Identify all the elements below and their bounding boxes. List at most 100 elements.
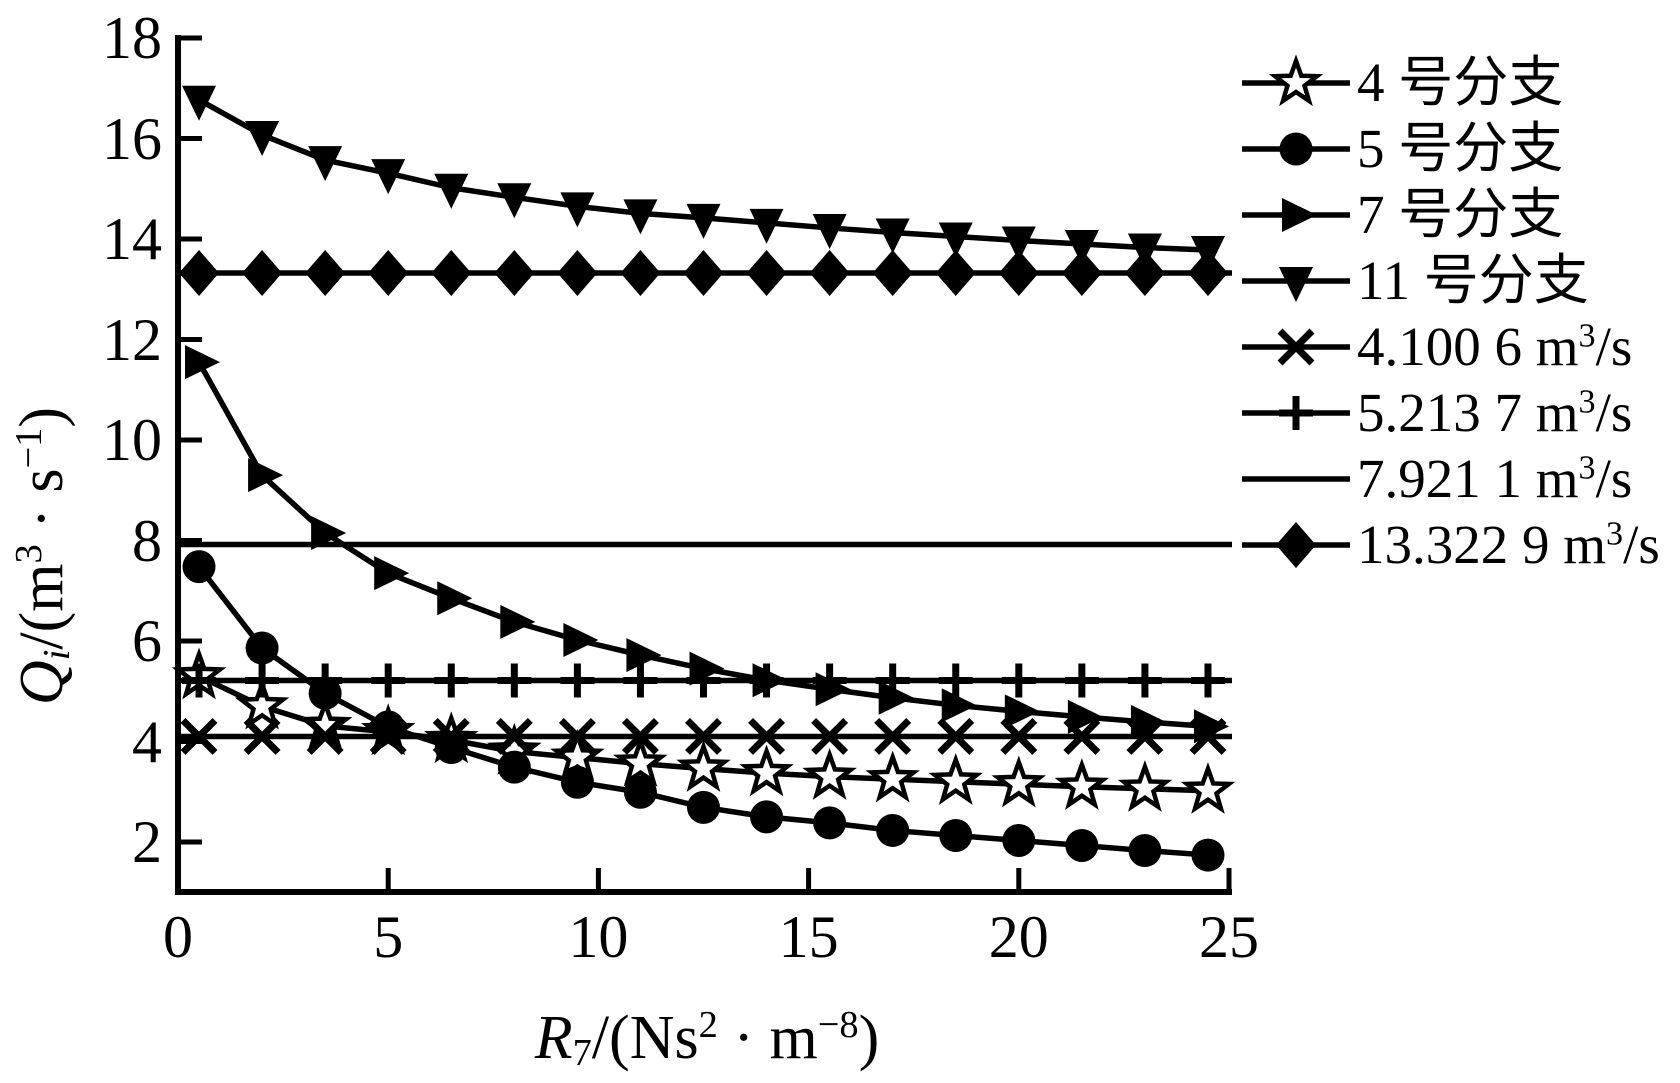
text-segment: 7 号分支 [1357, 184, 1564, 245]
x-marker [1277, 328, 1315, 366]
legend-item-3: 7 号分支 [1240, 182, 1660, 248]
series-6 [180, 663, 1232, 698]
x-tick-label: 15 [778, 904, 839, 970]
diamond-marker [935, 250, 976, 297]
legend-sample-circle-filled [1242, 132, 1350, 166]
text-segment: 4 号分支 [1357, 52, 1564, 113]
triangle-down-marker [1064, 230, 1099, 266]
legend-sample-x [1242, 328, 1350, 366]
x-marker [306, 717, 344, 755]
y-tick-label: 8 [132, 507, 162, 574]
plus-marker [1064, 663, 1099, 698]
diamond-marker [368, 250, 409, 297]
text-segment: · [717, 1004, 770, 1072]
star-marker [1268, 54, 1324, 107]
x-marker [874, 717, 912, 755]
y-tick-label: 14 [102, 206, 162, 272]
text-segment: 7 [572, 1031, 592, 1074]
star-marker [928, 753, 983, 805]
triangle-right-marker [626, 638, 662, 673]
triangle-right-marker [1004, 694, 1040, 729]
star-marker [613, 734, 668, 787]
diamond-marker [998, 250, 1039, 297]
circle-marker [750, 800, 784, 834]
y-tick-label: 18 [102, 5, 162, 71]
text-segment: /s [1595, 448, 1633, 509]
legend-label: 5 号分支 [1357, 116, 1563, 182]
text-segment: −8 [817, 1003, 859, 1046]
text-segment: 3 [1578, 383, 1596, 421]
x-marker [685, 717, 722, 755]
text-segment: /s [1595, 316, 1633, 377]
text-segment: /(Ns [591, 1004, 699, 1072]
circle-marker [1279, 132, 1313, 166]
y-tick-label: 4 [132, 708, 162, 775]
legend-sample-triangle-down-filled [1242, 267, 1350, 302]
text-segment: 3 [1606, 515, 1624, 553]
triangle-right-marker [248, 458, 284, 493]
legend-item-2: 5 号分支 [1240, 116, 1660, 182]
triangle-down-marker [434, 173, 469, 209]
y-tick-label: 16 [102, 105, 162, 172]
x-marker [558, 717, 596, 755]
triangle-down-marker [1001, 226, 1036, 262]
legend-label: 13.322 9 m3/s [1357, 512, 1660, 578]
text-segment: 5 号分支 [1357, 118, 1564, 179]
x-tick-label: 20 [988, 904, 1049, 970]
series-4 [182, 85, 1225, 272]
triangle-right-marker [1067, 699, 1103, 734]
x-marker [1000, 717, 1038, 755]
triangle-right-marker [374, 556, 410, 591]
plus-marker [1001, 663, 1036, 698]
triangle-right-marker [185, 345, 221, 380]
plus-marker [371, 663, 406, 698]
circle-marker [560, 765, 594, 799]
y-tick-label: 10 [102, 407, 162, 473]
circle-marker [623, 775, 657, 809]
legend-sample-diamond-filled [1242, 522, 1350, 568]
triangle-down-marker [497, 183, 532, 219]
legend-sample-plus [1242, 396, 1350, 430]
circle-marker [1065, 829, 1099, 863]
legend-sample-triangle-right-filled [1242, 198, 1350, 232]
diamond-marker [557, 250, 598, 297]
triangle-down-marker [182, 85, 217, 121]
x-marker [1063, 717, 1101, 755]
diamond-marker [1061, 250, 1102, 297]
plus-marker [623, 663, 658, 698]
diamond-marker [1187, 250, 1228, 297]
diamond-marker [872, 250, 913, 297]
triangle-right-marker [563, 622, 599, 657]
circle-marker [687, 790, 720, 824]
star-marker [739, 744, 794, 797]
triangle-down-marker [749, 208, 784, 244]
plus-marker [938, 663, 973, 698]
diamond-marker [179, 250, 220, 297]
text-segment: 7.921 1 m [1357, 448, 1579, 509]
legend-item-7: 7.921 1 m3/s [1240, 446, 1660, 512]
circle-marker [813, 806, 847, 840]
legend-item-4: 11 号分支 [1240, 248, 1660, 314]
y-tick-label: 6 [132, 608, 162, 674]
plus-marker [749, 663, 784, 698]
plus-marker [686, 663, 721, 698]
circle-marker [1002, 823, 1036, 857]
triangle-down-marker [938, 222, 973, 258]
x-marker [369, 717, 407, 755]
x-tick-label: 0 [163, 904, 193, 970]
circle-marker [434, 731, 468, 765]
plus-marker [497, 663, 532, 698]
triangle-down-marker [875, 218, 910, 254]
triangle-right-marker [878, 680, 914, 715]
plus-marker [434, 663, 469, 698]
diamond-marker [242, 250, 283, 297]
diamond-marker [746, 250, 787, 297]
circle-marker [497, 750, 531, 784]
star-marker [1054, 758, 1110, 810]
legend-item-5: 4.100 6 m3/s [1240, 314, 1660, 380]
legend-sample-none [1242, 476, 1350, 482]
text-segment: s [8, 468, 76, 493]
text-segment: R [534, 1004, 573, 1072]
triangle-right-marker [437, 581, 473, 616]
